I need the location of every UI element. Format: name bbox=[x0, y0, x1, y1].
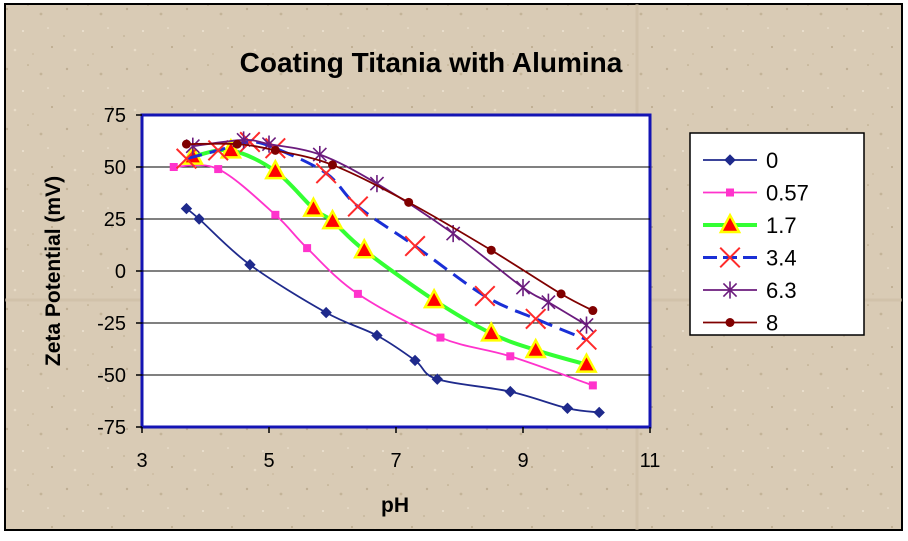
chart-title: Coating Titania with Alumina bbox=[240, 47, 623, 78]
data-point bbox=[506, 352, 515, 361]
series-line bbox=[185, 207, 600, 414]
data-point bbox=[556, 289, 566, 299]
marker-stroke bbox=[347, 196, 369, 218]
x-axis-label: pH bbox=[381, 494, 409, 517]
y-axis-label: Zeta Potential (mV) bbox=[42, 176, 65, 366]
x-tick-label: 11 bbox=[640, 450, 661, 472]
legend-entry: 6.3 bbox=[703, 278, 797, 303]
data-point bbox=[169, 163, 178, 171]
legend-label: 6.3 bbox=[766, 278, 797, 303]
data-point bbox=[302, 196, 325, 217]
legend-marker bbox=[718, 212, 742, 234]
data-point bbox=[404, 235, 426, 257]
marker-stroke bbox=[404, 235, 426, 257]
data-point bbox=[504, 385, 517, 398]
legend-label: 0.57 bbox=[766, 181, 809, 206]
legend-entry: 0 bbox=[703, 148, 778, 173]
series-layer bbox=[169, 131, 605, 419]
data-point bbox=[588, 381, 597, 390]
data-point bbox=[371, 329, 383, 342]
legend-marker bbox=[726, 188, 734, 197]
x-tick-label: 9 bbox=[517, 450, 528, 472]
data-point bbox=[320, 306, 332, 319]
data-point bbox=[515, 279, 531, 297]
data-point bbox=[579, 316, 594, 334]
legend-label: 8 bbox=[766, 311, 778, 336]
data-point bbox=[219, 137, 243, 159]
series-0.57 bbox=[169, 163, 597, 390]
data-point bbox=[270, 145, 280, 155]
y-tick-label: -75 bbox=[97, 417, 126, 439]
tick-labels: 75 50 25 0 -25 -50 -75 3 5 7 9 11 bbox=[97, 105, 660, 472]
data-point bbox=[404, 197, 414, 207]
data-point bbox=[575, 329, 598, 351]
data-point bbox=[353, 237, 376, 259]
y-tick-label: 25 bbox=[104, 209, 126, 231]
legend-label: 1.7 bbox=[766, 213, 797, 238]
series-8 bbox=[181, 139, 598, 316]
marker-stroke bbox=[239, 131, 261, 153]
data-point bbox=[561, 402, 574, 414]
data-point bbox=[525, 308, 547, 330]
data-point bbox=[232, 139, 242, 149]
series-line bbox=[192, 147, 588, 367]
legend-entry: 0.57 bbox=[703, 181, 809, 206]
marker-stroke bbox=[719, 246, 741, 269]
data-point bbox=[474, 285, 496, 307]
legend-marker bbox=[719, 246, 741, 269]
series-line bbox=[192, 139, 587, 326]
data-point bbox=[180, 202, 193, 215]
marker-stroke bbox=[474, 285, 496, 307]
data-point bbox=[321, 208, 344, 230]
series-6.3 bbox=[185, 131, 594, 334]
y-tick-label: 50 bbox=[104, 157, 126, 179]
series-0 bbox=[180, 202, 605, 419]
gridlines bbox=[142, 166, 650, 376]
y-tick-label: 75 bbox=[104, 105, 126, 127]
legend-entry: 8 bbox=[703, 311, 778, 336]
data-point bbox=[353, 289, 362, 298]
y-tick-label: -50 bbox=[97, 365, 126, 387]
data-point bbox=[541, 293, 556, 311]
data-point bbox=[409, 354, 421, 367]
data-point bbox=[244, 259, 256, 271]
data-point bbox=[480, 320, 503, 342]
x-tick-label: 7 bbox=[390, 450, 401, 472]
series-line bbox=[186, 142, 594, 312]
marker-stroke bbox=[525, 308, 547, 330]
y-tick-label: 0 bbox=[115, 261, 126, 283]
legend-label: 3.4 bbox=[766, 246, 797, 271]
data-point bbox=[486, 245, 496, 255]
data-point bbox=[181, 139, 191, 149]
axes bbox=[136, 114, 651, 433]
x-tick-label: 5 bbox=[263, 450, 274, 472]
data-point bbox=[271, 210, 280, 219]
data-point bbox=[193, 213, 205, 225]
legend: 0 0.57 1.7 3.4 6.3 8 bbox=[703, 148, 809, 336]
data-point bbox=[593, 406, 605, 419]
legend-box bbox=[689, 132, 865, 336]
data-point bbox=[588, 306, 598, 316]
x-tick-label: 3 bbox=[136, 450, 147, 472]
data-point bbox=[575, 352, 598, 373]
data-point bbox=[303, 244, 312, 253]
marker-stroke bbox=[575, 329, 598, 351]
data-point bbox=[328, 160, 337, 170]
legend-marker bbox=[722, 281, 738, 299]
y-tick-label: -25 bbox=[97, 313, 126, 335]
legend-entry: 3.4 bbox=[703, 246, 797, 271]
data-point bbox=[214, 165, 223, 174]
legend-entry: 1.7 bbox=[703, 212, 797, 238]
legend-label: 0 bbox=[766, 148, 778, 173]
legend-marker bbox=[725, 318, 735, 327]
data-point bbox=[436, 333, 445, 342]
data-point bbox=[264, 158, 287, 180]
legend-marker bbox=[724, 154, 736, 166]
data-point bbox=[431, 373, 443, 385]
data-point bbox=[347, 196, 369, 218]
data-point bbox=[422, 287, 446, 309]
data-point bbox=[524, 337, 547, 359]
